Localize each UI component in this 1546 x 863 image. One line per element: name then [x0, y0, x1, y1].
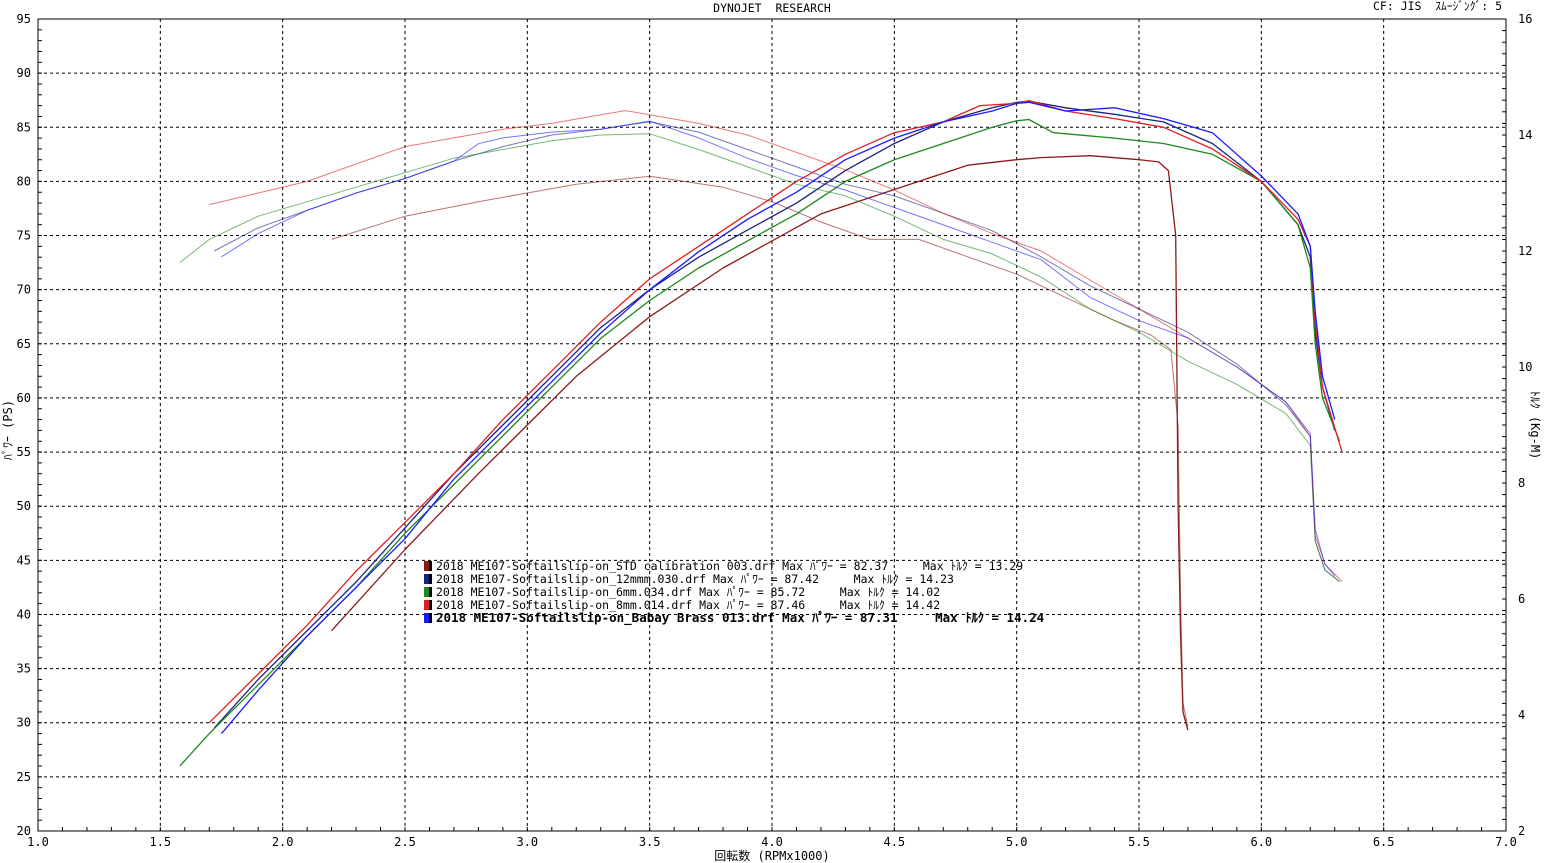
- y-left-tick-label: 95: [17, 12, 31, 26]
- series-line-torque: [179, 133, 1340, 582]
- y-right-tick-label: 4: [1518, 708, 1525, 722]
- x-tick-labels: 1.0 1.5 2.0 2.5 3.0 3.5 4.0 4.5 5.0 5.5 6.0 6.5 7.0: [27, 835, 1517, 849]
- y-right-tick-label: 12: [1518, 244, 1532, 258]
- y-left-tick-label: 20: [17, 824, 31, 838]
- y-right-tick-label: 8: [1518, 476, 1525, 490]
- y-left-tick-label: 90: [17, 66, 31, 80]
- y-left-tick-label: 35: [17, 662, 31, 676]
- series-line-power: [208, 99, 1343, 724]
- x-tick-label: 4.5: [883, 835, 905, 849]
- y-left-tick-label: 65: [17, 337, 31, 351]
- series-line-torque: [331, 175, 1189, 727]
- y-right-tick-label: 16: [1518, 12, 1532, 26]
- y-left-tick-label: 40: [17, 607, 31, 621]
- y-left-tick-labels: 20 25 30 35 40 45 50 55 60 65 70 75 80 85 90 95: [17, 12, 31, 838]
- x-tick-label: 5.5: [1128, 835, 1150, 849]
- x-tick-label: 4.0: [761, 835, 783, 849]
- x-tick-label: 1.5: [149, 835, 171, 849]
- legend-swatch-main: [424, 561, 429, 571]
- legend-swatch-edge: [429, 587, 432, 597]
- legend-swatch-edge: [429, 561, 432, 571]
- x-tick-label: 7.0: [1495, 835, 1517, 849]
- y-left-tick-label: 75: [17, 229, 31, 243]
- y-left-tick-label: 70: [17, 283, 31, 297]
- legend-swatch-edge: [429, 574, 432, 584]
- y-axis-left-label: ﾊﾟﾜｰ (PS): [1, 400, 15, 460]
- y-right-tick-label: 2: [1518, 824, 1525, 838]
- x-tick-label: 5.0: [1006, 835, 1028, 849]
- series-line-torque: [221, 120, 1336, 577]
- y-right-tick-label: 10: [1518, 360, 1532, 374]
- x-tick-label: 3.5: [639, 835, 661, 849]
- plot-frame: [37, 18, 1507, 832]
- legend-swatch-edge: [429, 600, 432, 610]
- legend-swatch-main: [424, 574, 429, 584]
- chart-title: DYNOJET RESEARCH: [713, 1, 831, 15]
- x-tick-label: 2.0: [272, 835, 294, 849]
- legend: 2018 ME107-Softailslip-on_STD calibratio…: [424, 559, 1044, 626]
- correction-info: CF: JIS ｽﾑｰｼﾞﾝｸﾞ: 5: [1373, 0, 1502, 13]
- legend-entry: 2018 ME107-Softailslip-on_12mmm.030.drf …: [436, 572, 954, 586]
- x-tick-label: 3.0: [516, 835, 538, 849]
- legend-swatch-main: [424, 587, 429, 597]
- y-left-tick-label: 80: [17, 174, 31, 188]
- legend-swatch-main: [424, 600, 429, 610]
- y-right-tick-labels: 2 4 6 8 10 12 14 16: [1518, 12, 1532, 838]
- legend-entry: 2018 ME107-Softailslip-on_6mm.034.drf Ma…: [436, 585, 940, 599]
- y-right-tick-label: 14: [1518, 128, 1532, 142]
- legend-swatch-main: [424, 613, 429, 623]
- y-left-tick-label: 50: [17, 499, 31, 513]
- x-tick-label: 6.5: [1373, 835, 1395, 849]
- y-left-tick-label: 60: [17, 391, 31, 405]
- legend-swatch-edge: [429, 613, 432, 623]
- y-left-tick-label: 30: [17, 716, 31, 730]
- y-left-tick-label: 45: [17, 553, 31, 567]
- legend-entry: 2018 ME107-Softailslip-on_Babay Brass 01…: [436, 610, 1044, 626]
- x-axis-label: 回転数 (RPMx1000): [714, 848, 829, 863]
- y-left-tick-label: 25: [17, 770, 31, 784]
- x-tick-label: 6.0: [1250, 835, 1272, 849]
- y-left-tick-label: 55: [17, 445, 31, 459]
- legend-entry: 2018 ME107-Softailslip-on_STD calibratio…: [436, 559, 1023, 573]
- y-right-tick-label: 6: [1518, 592, 1525, 606]
- legend-entry: 2018 ME107-Softailslip-on_8mm.014.drf Ma…: [436, 598, 940, 612]
- y-left-tick-label: 85: [17, 120, 31, 134]
- x-tick-label: 1.0: [27, 835, 49, 849]
- x-tick-label: 2.5: [394, 835, 416, 849]
- series-layer: [179, 99, 1343, 767]
- series-line-power: [331, 155, 1189, 731]
- y-axis-right-label: ﾄﾙｸ (Kg-M): [1528, 391, 1542, 460]
- series-line-power: [221, 101, 1336, 735]
